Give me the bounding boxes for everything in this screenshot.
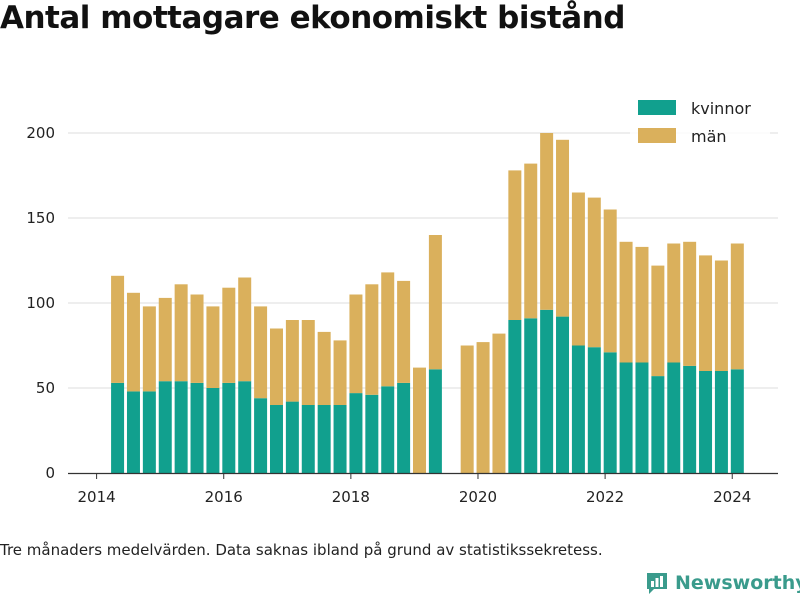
bar-kvinnor [603,352,617,473]
bar-man [349,294,363,394]
bars [111,133,744,473]
bar-man [142,306,156,392]
bar-kvinnor [730,369,744,473]
bar-kvinnor [269,405,283,473]
bar-kvinnor [174,381,188,473]
bar-kvinnor [571,345,585,473]
y-tick-label: 200 [26,124,55,142]
bar-man [714,260,728,371]
bar-kvinnor [349,393,363,473]
bar-man [603,209,617,353]
bar-kvinnor [142,391,156,473]
bar-man [619,241,633,363]
bar-kvinnor [540,309,554,473]
bar-man [397,280,411,383]
legend-swatch [638,100,676,115]
bar-man [571,192,585,346]
y-tick-label: 50 [36,379,55,397]
bar-man [333,340,347,405]
bar-man [254,306,268,399]
bar-man [206,306,220,388]
bar-man [492,333,506,473]
y-tick-label: 0 [45,464,55,482]
bar-man [126,292,140,392]
x-tick-label: 2018 [332,488,370,506]
bar-kvinnor [333,405,347,473]
bar-kvinnor [651,376,665,473]
x-tick-label: 2022 [586,488,624,506]
bar-kvinnor [111,382,125,473]
bar-man [365,284,379,395]
bar-man [428,235,442,370]
page-title: Antal mottagare ekonomiskt bistånd [0,0,625,36]
bar-man [190,294,204,383]
bar-kvinnor [667,362,681,473]
x-tick-label: 2016 [205,488,243,506]
bar-kvinnor [365,394,379,473]
brand-name: Newsworthy [675,572,800,594]
bar-man [301,320,315,405]
bar-man [222,287,236,383]
bar-kvinnor [254,398,268,473]
bar-man [269,328,283,405]
bar-man [381,272,395,387]
bar-kvinnor [206,388,220,473]
bar-kvinnor [381,386,395,473]
bar-man [174,284,188,382]
bar-man [508,170,522,320]
bar-kvinnor [397,382,411,473]
bar-man [667,243,681,363]
bar-man [730,243,744,370]
bar-kvinnor [317,405,331,473]
bar-kvinnor [635,362,649,473]
bar-man [238,277,252,382]
bar-kvinnor [428,369,442,473]
y-tick-label: 100 [26,294,55,312]
bar-man [317,331,331,405]
x-tick-label: 2024 [713,488,751,506]
bar-kvinnor [285,401,299,473]
bar-man [413,367,427,473]
bar-kvinnor [556,316,570,473]
legend-label: män [691,127,727,146]
bar-man [635,246,649,363]
bar-man [524,163,538,319]
newsworthy-logo-icon [647,573,667,594]
bar-kvinnor [619,362,633,473]
bar-kvinnor [190,382,204,473]
bar-kvinnor [301,405,315,473]
bar-kvinnor [683,365,697,473]
bar-man [683,241,697,366]
y-tick-label: 150 [26,209,55,227]
bar-man [651,265,665,377]
bar-man [556,139,570,317]
bar-kvinnor [524,318,538,473]
bar-kvinnor [508,320,522,473]
bar-kvinnor [126,391,140,473]
footnote: Tre månaders medelvärden. Data saknas ib… [0,541,603,559]
bar-kvinnor [238,381,252,473]
bar-man [699,255,713,371]
bar-man [587,197,601,348]
bar-kvinnor [714,371,728,473]
bar-kvinnor [222,382,236,473]
bar-kvinnor [158,381,172,473]
legend-label: kvinnor [691,99,751,118]
bar-man [111,275,125,383]
bar-kvinnor [587,347,601,473]
bar-man [158,297,172,382]
stacked-bar-chart: 0 50 100 150 200 2014 2016 2018 2020 2022 2024 kvi… [26,96,778,506]
legend: kvinnor män [630,96,770,152]
bar-man [476,342,490,473]
brand-logo[interactable]: Newsworthy [644,570,800,596]
bar-man [285,320,299,402]
x-tick-label: 2014 [78,488,116,506]
axes: 0 50 100 150 200 2014 2016 2018 2020 2022 2024 [26,124,778,506]
bar-man [460,345,474,473]
x-tick-label: 2020 [459,488,497,506]
bar-kvinnor [699,371,713,473]
bar-man [540,133,554,310]
legend-swatch [638,128,676,143]
